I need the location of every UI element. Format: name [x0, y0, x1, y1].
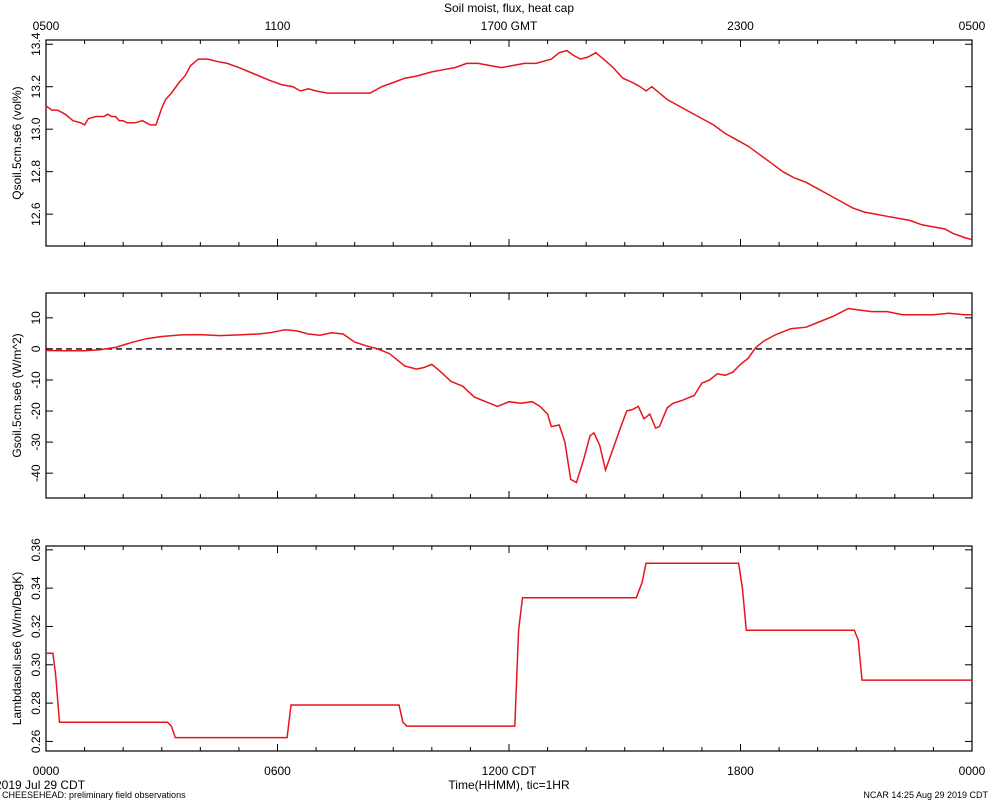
plot-frame-1: [45, 39, 973, 247]
series-line-1-1: [45, 49, 973, 241]
y-tick-label: -40: [29, 464, 43, 482]
series-line-2-1: [45, 307, 972, 484]
bottom-tick-label: 0000: [959, 764, 986, 778]
y-tick-label: 0.26: [29, 729, 43, 753]
y-tick-label: -20: [29, 402, 43, 420]
y-tick-label: 0.36: [29, 538, 43, 562]
top-tick-label: 0500: [33, 19, 60, 33]
y-tick-label: 12.6: [29, 202, 43, 226]
y-tick-label: 13.4: [29, 32, 43, 56]
y-tick-label: -30: [29, 433, 43, 451]
series-line-3-1: [46, 562, 972, 739]
y-tick-label: 0.34: [29, 576, 43, 600]
bottom-tick-label: 1200 CDT: [482, 764, 537, 778]
y-tick-label: 10: [29, 311, 43, 325]
top-tick-label: 1100: [265, 19, 291, 33]
y-axis-title-2: Gsoil.5cm.se6 (W/m^2): [10, 333, 24, 457]
top-tick-label: 1700 GMT: [481, 19, 538, 33]
top-tick-label: 2300: [727, 19, 754, 33]
y-tick-label: -10: [29, 371, 43, 389]
y-tick-label: 0.30: [29, 653, 43, 677]
plot-frame-2: [45, 292, 973, 499]
bottom-tick-label: 0600: [264, 764, 291, 778]
y-axis-title-1: Qsoil.5cm.se6 (vol%): [10, 86, 24, 199]
plot-frame-3: [45, 545, 973, 752]
y-tick-label: 0.28: [29, 691, 43, 715]
y-tick-label: 0.32: [29, 614, 43, 638]
y-tick-label: 13.0: [29, 117, 43, 141]
y-tick-label: 0: [29, 345, 43, 352]
project-label: CHEESEHEAD: preliminary field observatio…: [2, 790, 186, 800]
chart-title: Soil moist, flux, heat cap: [444, 1, 574, 15]
bottom-tick-label: 1800: [727, 764, 754, 778]
top-tick-label: 0500: [959, 19, 986, 33]
date-label: 2019 Jul 29 CDT: [0, 778, 86, 792]
bottom-tick-label: 0000: [33, 764, 60, 778]
y-tick-label: 13.2: [29, 75, 43, 99]
y-axis-title-3: Lambdasoil.se6 (W/m/DegK): [10, 572, 24, 725]
x-axis-title: Time(HHMM), tic=1HR: [448, 778, 570, 792]
timestamp-label: NCAR 14:25 Aug 29 2019 CDT: [863, 790, 988, 800]
y-tick-label: 12.8: [29, 160, 43, 184]
